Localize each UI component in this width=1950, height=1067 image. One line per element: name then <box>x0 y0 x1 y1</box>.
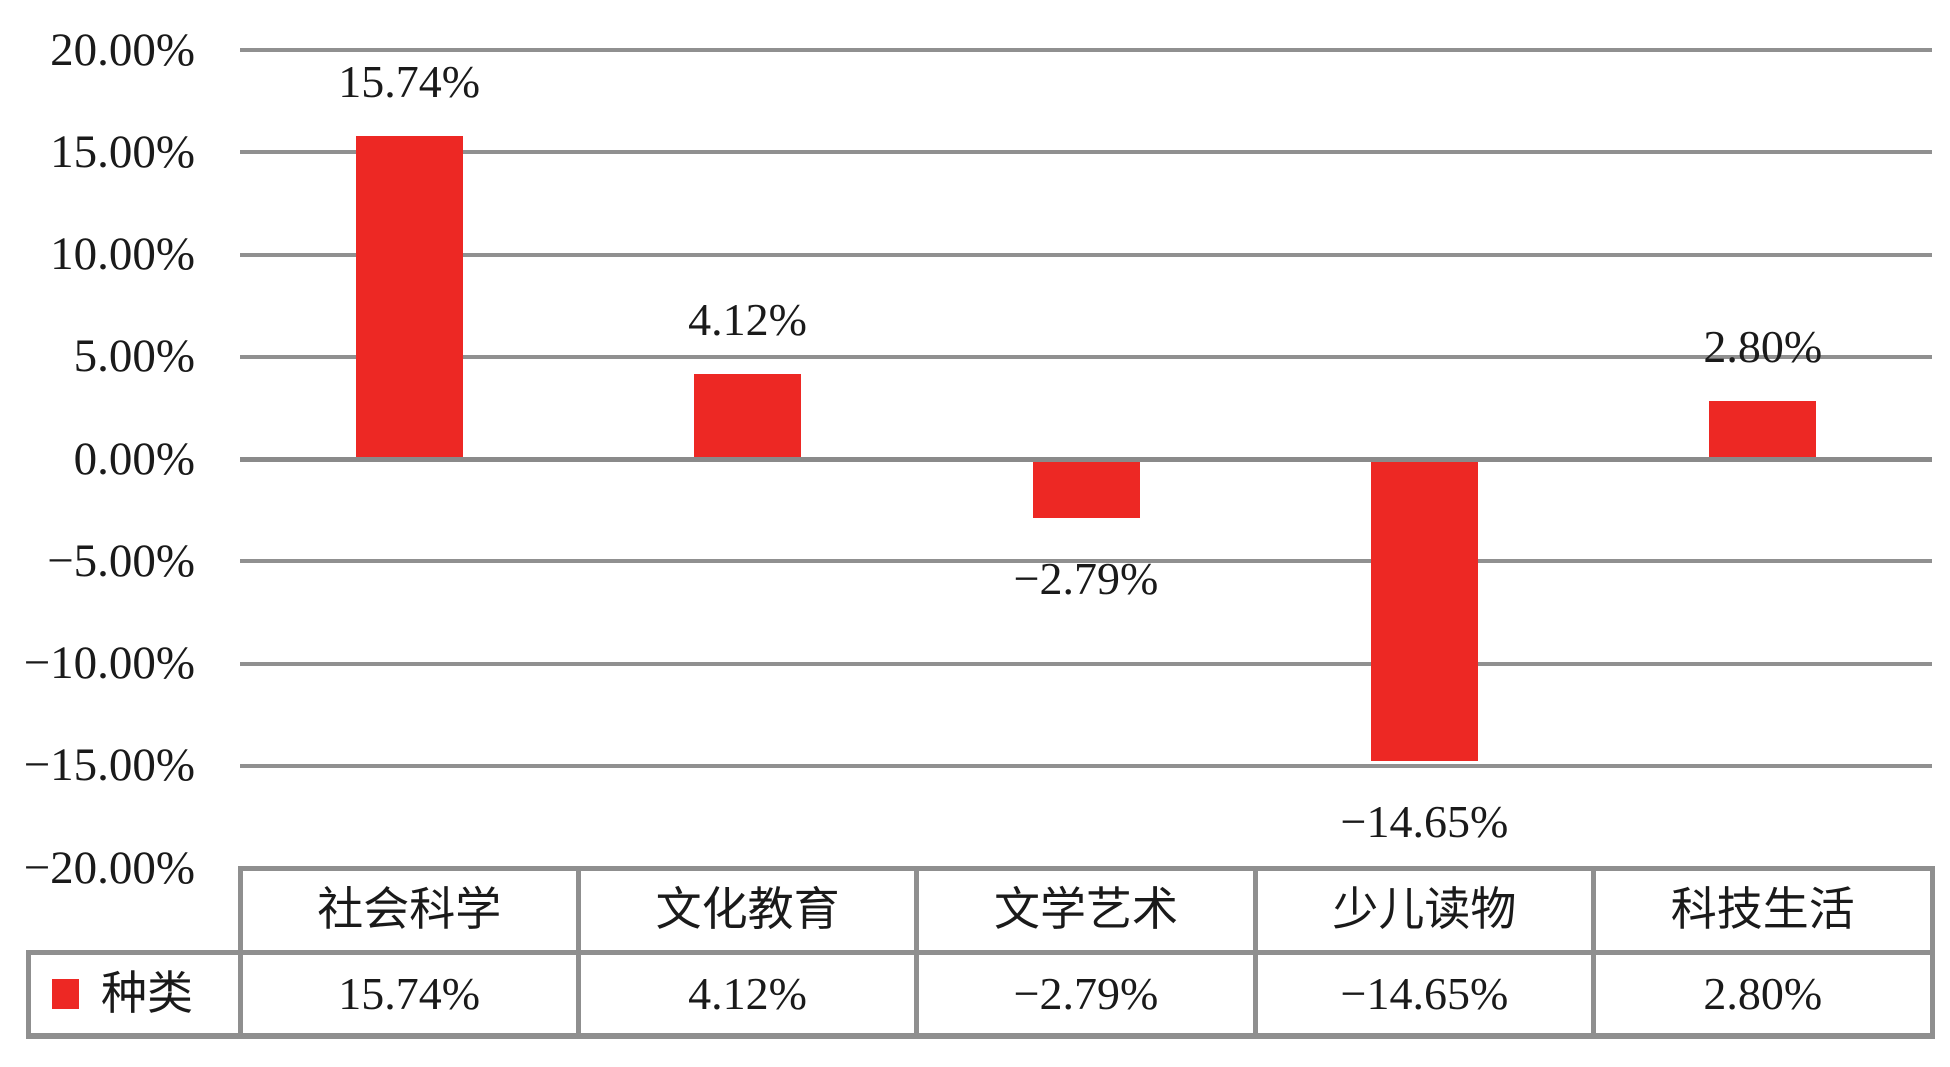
bar-文化教育 <box>694 373 802 458</box>
table-value-少儿读物: −14.65% <box>1340 967 1509 1019</box>
table-value-文学艺术: −2.79% <box>1013 967 1159 1019</box>
bar-社会科学 <box>355 136 463 458</box>
table-column-border <box>914 950 920 1035</box>
data-label: −2.79% <box>1013 553 1159 605</box>
table-legend-left-border <box>25 950 31 1035</box>
gridline <box>240 150 1932 155</box>
data-label: −14.65% <box>1340 795 1509 847</box>
y-tick-label: 20.00% <box>50 23 195 76</box>
gridline <box>240 661 1932 666</box>
table-column-border <box>1929 950 1935 1035</box>
gridline <box>240 252 1932 257</box>
data-label: 2.80% <box>1703 320 1823 372</box>
y-tick-label: −15.00% <box>23 739 195 792</box>
table-column-border <box>237 866 243 950</box>
table-column-border <box>575 950 581 1035</box>
bar-科技生活 <box>1709 400 1817 458</box>
table-column-border <box>914 866 920 950</box>
bar-少儿读物 <box>1370 461 1478 761</box>
table-value-文化教育: 4.12% <box>688 967 807 1019</box>
data-label: 4.12% <box>688 293 807 345</box>
y-tick-label: 10.00% <box>50 228 195 280</box>
y-tick-label: −10.00% <box>23 637 195 689</box>
table-header-文化教育: 文化教育 <box>655 884 840 935</box>
table-column-border <box>1591 950 1597 1035</box>
table-top-border <box>237 866 1935 871</box>
y-tick-label: 0.00% <box>73 432 195 485</box>
table-bottom-border <box>25 1032 1935 1039</box>
zero-axis-line <box>240 456 1932 462</box>
gridline <box>240 559 1932 564</box>
legend-series-name: 种类 <box>101 967 193 1019</box>
table-header-科技生活: 科技生活 <box>1670 884 1855 935</box>
gridline <box>240 763 1932 768</box>
data-label: 15.74% <box>338 56 481 108</box>
y-tick-label: −5.00% <box>47 534 195 587</box>
gridline <box>240 48 1932 52</box>
table-column-border <box>1252 950 1258 1035</box>
legend-marker-icon <box>52 978 79 1009</box>
y-tick-label: −20.00% <box>23 841 195 894</box>
legend-cell: 种类 <box>28 952 240 1035</box>
table-header-少儿读物: 少儿读物 <box>1332 884 1517 935</box>
y-tick-label: 15.00% <box>50 125 195 178</box>
table-value-科技生活: 2.80% <box>1703 967 1823 1019</box>
table-header-社会科学: 社会科学 <box>317 884 502 935</box>
table-column-border <box>237 950 243 1035</box>
table-column-border <box>1929 866 1935 950</box>
bar-文学艺术 <box>1032 461 1140 519</box>
table-column-border <box>575 866 581 950</box>
table-column-border <box>1252 866 1258 950</box>
gridline <box>240 354 1932 359</box>
table-value-社会科学: 15.74% <box>338 967 481 1019</box>
table-header-文学艺术: 文学艺术 <box>993 884 1178 935</box>
table-middle-border <box>25 949 1935 955</box>
y-tick-label: 5.00% <box>73 330 195 383</box>
table-column-border <box>1591 866 1597 950</box>
